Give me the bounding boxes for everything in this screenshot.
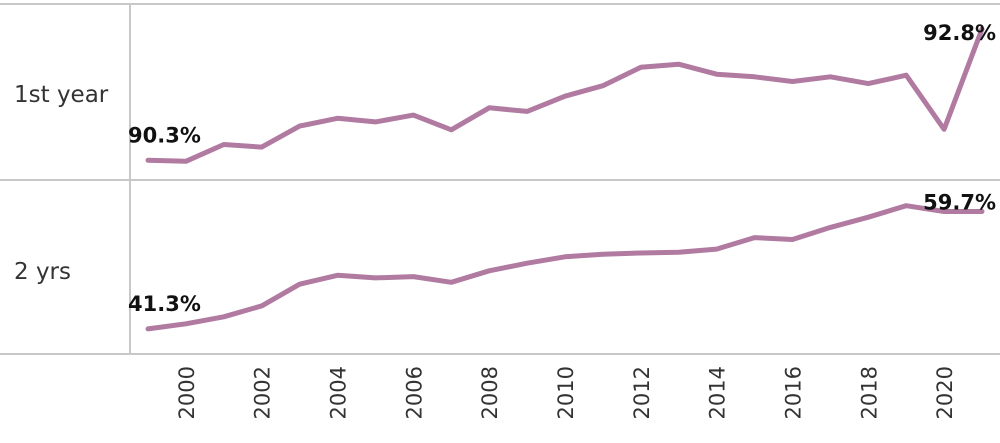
start-value-label: 90.3%	[128, 123, 201, 147]
x-tick-label: 2014	[706, 366, 730, 419]
x-tick-label: 2006	[402, 366, 426, 419]
x-tick-label: 2016	[782, 366, 806, 419]
x-tick-label: 2018	[857, 366, 881, 419]
series-line-2-yrs	[145, 203, 985, 332]
series-line-1st-year	[145, 26, 985, 164]
x-tick-label: 2020	[933, 366, 957, 419]
start-value-label: 41.3%	[128, 292, 201, 316]
end-value-label: 92.8%	[923, 21, 996, 45]
panel-label-2-yrs: 2 yrs	[14, 259, 71, 285]
plot-area: 90.3% 92.8% 41.3% 59.7%	[128, 21, 996, 332]
x-tick-label: 2004	[327, 366, 351, 419]
x-axis: 2000 2002 2004 2006 2008 2010 2012 2014 2016 2018…	[175, 366, 957, 419]
x-tick-label: 2010	[554, 366, 578, 419]
x-tick-label: 2012	[630, 366, 654, 419]
panel-label-1st-year: 1st year	[14, 82, 109, 108]
x-tick-label: 2002	[251, 366, 275, 419]
x-tick-label: 2000	[175, 366, 199, 419]
end-value-label: 59.7%	[923, 190, 996, 214]
x-tick-label: 2008	[478, 366, 502, 419]
